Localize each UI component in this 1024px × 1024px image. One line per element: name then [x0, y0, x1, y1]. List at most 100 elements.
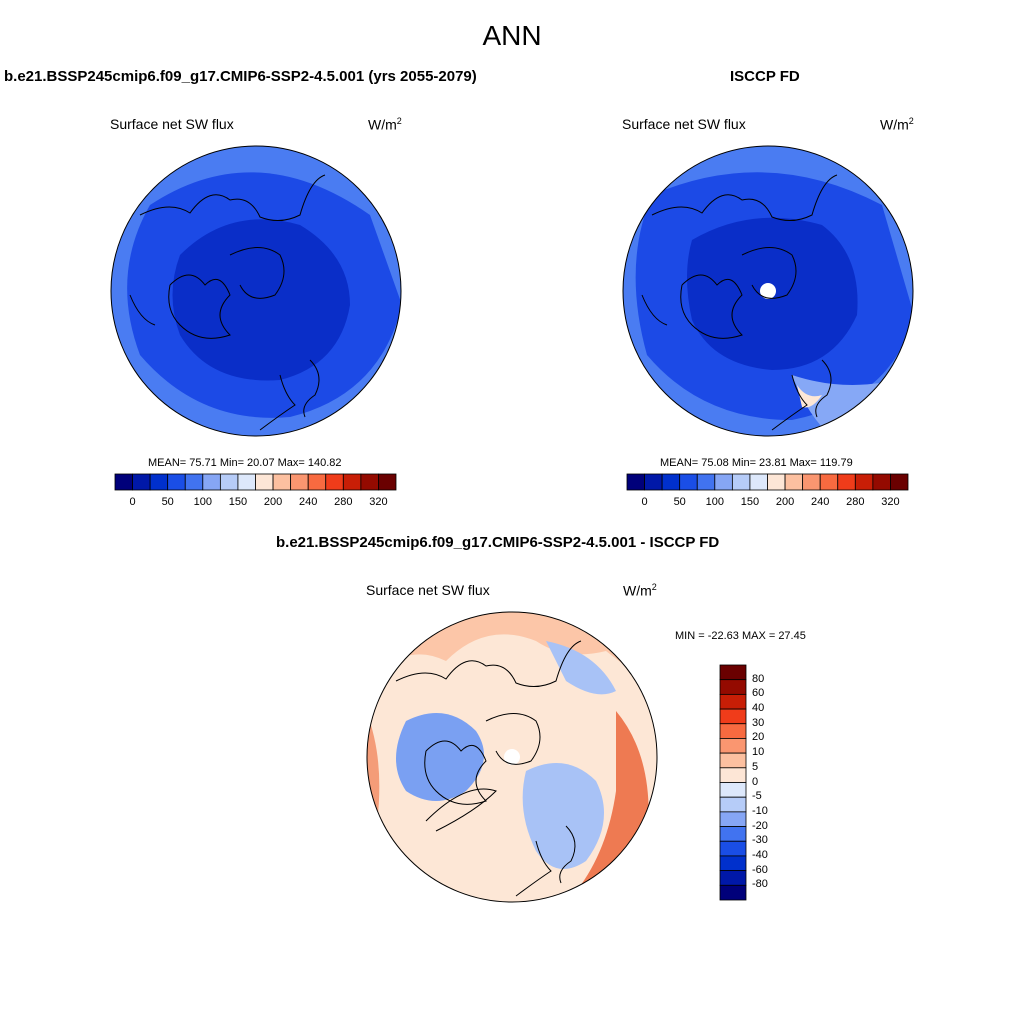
colorbar-tick-label: 280 [846, 496, 865, 508]
panel-2-colorbar-labels: 0 50 100 150 200 240 280 320 [627, 496, 908, 510]
colorbar-tick-label: 100 [193, 496, 212, 508]
colorbar-box [626, 473, 645, 491]
map-3-field-blue-west [396, 713, 484, 801]
panel-2-polar-map [622, 145, 914, 437]
colorbar-box [819, 473, 839, 491]
panel-3-stats: MIN = -22.63 MAX = 27.45 [675, 630, 806, 642]
colorbar-tick-label: 320 [881, 496, 900, 508]
colorbar-tick-label: 200 [775, 496, 795, 508]
map-3-field-lightblue-north [546, 641, 616, 695]
colorbar-tick-label: -80 [752, 878, 768, 891]
colorbar-box [872, 473, 891, 491]
colorbar-box [661, 473, 681, 491]
map-3-pole-hole [504, 749, 520, 765]
map-3-coastlines [395, 640, 582, 897]
colorbar-tick-label: 40 [752, 702, 765, 715]
colorbar-box [202, 473, 221, 491]
colorbar-box [114, 473, 133, 491]
panel-3-variable-label: Surface net SW flux [366, 582, 490, 598]
colorbar-box [890, 473, 909, 491]
colorbar-box [149, 473, 169, 491]
colorbar-box [342, 473, 362, 491]
panel-2-title: ISCCP FD [730, 68, 800, 85]
colorbar-tick-label: 5 [752, 760, 759, 773]
colorbar-box [679, 473, 698, 491]
colorbar-box [167, 473, 186, 491]
colorbar-box [719, 782, 747, 798]
colorbar-tick-label: 280 [334, 496, 353, 508]
colorbar-box [719, 870, 747, 886]
colorbar-box [719, 811, 747, 827]
colorbar-tick-label: 80 [752, 672, 765, 685]
panel-2-units-label: W/m2 [880, 116, 914, 133]
colorbar-tick-label: -5 [752, 790, 762, 803]
colorbar-box [255, 473, 274, 491]
panel-1-title: b.e21.BSSP245cmip6.f09_g17.CMIP6-SSP2-4.… [4, 68, 477, 85]
colorbar-tick-label: -40 [752, 848, 768, 861]
colorbar-box [719, 664, 747, 681]
panel-3-units-label: W/m2 [623, 582, 657, 599]
panel-1-stats: MEAN= 75.71 Min= 20.07 Max= 140.82 [148, 457, 342, 469]
panel-2-stats: MEAN= 75.08 Min= 23.81 Max= 119.79 [660, 457, 853, 469]
panel-2-colorbar [626, 473, 909, 491]
colorbar-box [719, 855, 747, 872]
colorbar-tick-label: 0 [752, 775, 759, 788]
colorbar-box [719, 796, 747, 813]
colorbar-box [719, 693, 747, 710]
colorbar-tick-label: 50 [673, 496, 686, 508]
colorbar-tick-label: 0 [641, 496, 648, 508]
colorbar-tick-label: 240 [811, 496, 830, 508]
colorbar-box [719, 767, 747, 783]
panel-1-variable-label: Surface net SW flux [110, 116, 234, 132]
panel-3-polar-map [366, 611, 658, 903]
colorbar-tick-label: -60 [752, 863, 768, 876]
colorbar-tick-label: 60 [752, 687, 765, 700]
colorbar-box [219, 473, 239, 491]
panel-1-colorbar [114, 473, 397, 491]
colorbar-box [644, 473, 663, 491]
map-2-field-cream [797, 385, 822, 408]
colorbar-box [784, 473, 804, 491]
colorbar-tick-label: 150 [740, 496, 760, 508]
panel-1-colorbar-labels: 0 50 100 150 200 240 280 320 [115, 496, 396, 510]
colorbar-box [731, 473, 751, 491]
map-1-coastlines [129, 174, 326, 431]
colorbar-box [719, 884, 747, 901]
colorbar-box [290, 473, 309, 491]
panel-1-polar-map [110, 145, 402, 437]
colorbar-box [325, 473, 344, 491]
colorbar-tick-label: 10 [752, 746, 765, 759]
colorbar-box [132, 473, 151, 491]
colorbar-box [696, 473, 716, 491]
colorbar-box [307, 473, 327, 491]
colorbar-box [767, 473, 786, 491]
map-2-pole-hole [760, 283, 776, 299]
panel-3-title: b.e21.BSSP245cmip6.f09_g17.CMIP6-SSP2-4.… [276, 534, 720, 551]
colorbar-box [802, 473, 821, 491]
colorbar-tick-label: 100 [705, 496, 724, 508]
colorbar-tick-label: 50 [161, 496, 174, 508]
map-2-border [622, 145, 914, 437]
colorbar-box [184, 473, 204, 491]
colorbar-box [719, 738, 747, 754]
map-2-coastlines [641, 174, 838, 431]
colorbar-box [719, 679, 747, 695]
map-1-border [110, 145, 402, 437]
map-3-field-lightblue-south [522, 763, 604, 869]
map-3-border [366, 611, 658, 903]
colorbar-tick-label: -30 [752, 834, 768, 847]
colorbar-tick-label: 200 [263, 496, 283, 508]
colorbar-box [719, 708, 747, 725]
colorbar-tick-label: 0 [129, 496, 136, 508]
colorbar-box [719, 840, 747, 857]
colorbar-box [837, 473, 856, 491]
panel-2-variable-label: Surface net SW flux [622, 116, 746, 132]
colorbar-box [719, 826, 747, 842]
colorbar-box [749, 473, 768, 491]
colorbar-box [360, 473, 379, 491]
figure-title: ANN [482, 20, 542, 51]
panel-1-units-label: W/m2 [368, 116, 402, 133]
colorbar-tick-label: 150 [228, 496, 248, 508]
colorbar-tick-label: 20 [752, 731, 765, 744]
colorbar-box [854, 473, 874, 491]
